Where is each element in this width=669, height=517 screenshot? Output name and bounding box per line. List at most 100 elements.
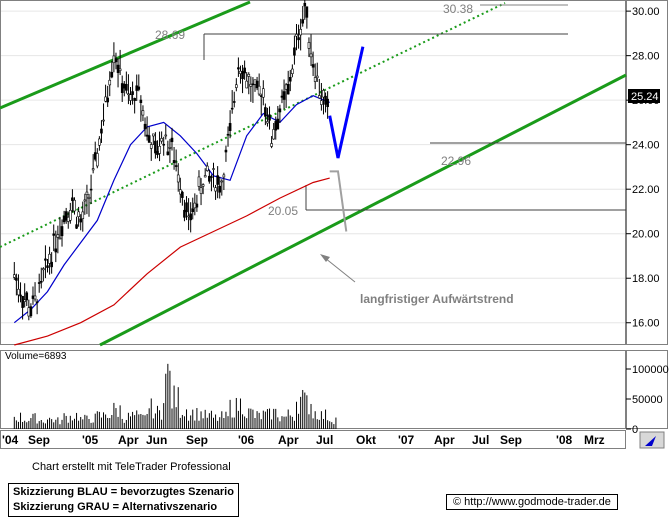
price-bar-body bbox=[85, 191, 89, 195]
price-bar-body bbox=[131, 91, 134, 95]
moving-average-2-line bbox=[14, 177, 330, 346]
date-tick-label: '06 bbox=[238, 433, 255, 447]
price-bar-body bbox=[27, 307, 31, 317]
price-tick-label: 28.00 bbox=[632, 51, 660, 63]
price-bar-body bbox=[174, 165, 178, 167]
price-bar-body bbox=[322, 90, 325, 98]
price-bar-body bbox=[297, 37, 300, 41]
price-bar-body bbox=[19, 294, 22, 297]
date-tick-label: '07 bbox=[398, 433, 415, 447]
price-bar-body bbox=[106, 97, 109, 103]
price-bar-body bbox=[66, 216, 70, 222]
volume-tick-label: 100000 bbox=[632, 364, 669, 376]
price-bar-body bbox=[266, 121, 269, 124]
price-bar-body bbox=[291, 68, 294, 74]
price-bar-body bbox=[212, 168, 215, 170]
price-bar-body bbox=[278, 108, 282, 112]
price-bar-body bbox=[112, 55, 116, 64]
trend-label: langfristiger Aufwärtstrend bbox=[360, 292, 514, 306]
price-bar-body bbox=[23, 299, 26, 302]
price-tick-label: 30.00 bbox=[632, 6, 660, 18]
date-tick-label: Okt bbox=[356, 433, 376, 447]
price-bar-body bbox=[309, 53, 313, 58]
price-bar-body bbox=[62, 215, 66, 223]
price-bar-body bbox=[39, 280, 43, 283]
price-bar-body bbox=[222, 174, 226, 178]
price-bar-body bbox=[232, 101, 236, 103]
price-bar-body bbox=[282, 91, 286, 100]
price-bar-body bbox=[58, 237, 62, 240]
price-bar-body bbox=[187, 215, 190, 218]
date-tick-label: Apr bbox=[118, 433, 139, 447]
price-tick-label: 22.00 bbox=[632, 184, 660, 196]
copyright-icon: © bbox=[453, 496, 462, 508]
price-bar-body bbox=[91, 168, 95, 171]
website-link[interactable]: © http://www.godmode-trader.de bbox=[446, 494, 618, 510]
price-bar-body bbox=[288, 77, 292, 82]
date-tick-label: Sep bbox=[186, 433, 208, 447]
price-bar-body bbox=[276, 118, 280, 130]
price-bar-body bbox=[272, 129, 275, 140]
price-bar-body bbox=[220, 180, 224, 183]
price-bar-body bbox=[320, 100, 323, 105]
price-bar-body bbox=[191, 208, 195, 212]
price-bar-body bbox=[274, 121, 278, 131]
price-bar-body bbox=[199, 187, 203, 194]
trend-lines bbox=[0, 0, 627, 347]
scenario-gray-line bbox=[329, 170, 348, 232]
price-bar-body bbox=[286, 84, 290, 95]
price-bar-body bbox=[241, 71, 244, 80]
website-url[interactable]: http://www.godmode-trader.de bbox=[464, 496, 611, 508]
price-tick-label: 20.00 bbox=[632, 229, 660, 241]
price-bar-body bbox=[56, 234, 60, 238]
date-tick-label: Sep bbox=[500, 433, 522, 447]
price-bar-body bbox=[127, 93, 130, 96]
date-tick-label: Mrz bbox=[584, 433, 605, 447]
price-bar-body bbox=[208, 175, 211, 182]
price-bar-body bbox=[133, 98, 136, 101]
price-bar-body bbox=[259, 95, 263, 97]
upper-trend-line bbox=[0, 0, 251, 110]
legend-gray: Skizzierung GRAU = Alternativszenario bbox=[13, 501, 218, 513]
price-bar-body bbox=[162, 143, 165, 146]
price-bar-body bbox=[33, 295, 37, 300]
price-bar-body bbox=[243, 67, 246, 74]
price-bar-body bbox=[125, 84, 128, 91]
price-bar-body bbox=[143, 123, 147, 130]
price-bar-body bbox=[214, 187, 217, 192]
trend-label-arrowhead bbox=[320, 254, 330, 262]
label-low-2006: 20.05 bbox=[268, 204, 298, 218]
price-bar-body bbox=[37, 282, 41, 284]
price-bar-body bbox=[110, 71, 114, 78]
price-bar-body bbox=[141, 110, 145, 116]
arrow-icon bbox=[645, 436, 656, 446]
scenario-legend: Skizzierung BLAU = bevorzugtes Szenario … bbox=[8, 483, 239, 517]
legend-blue: Skizzierung BLAU = bevorzugtes Szenario bbox=[13, 486, 234, 498]
price-bar-body bbox=[270, 143, 273, 147]
price-bar-body bbox=[137, 86, 141, 90]
price-bar-body bbox=[25, 292, 29, 301]
price-bar-body bbox=[264, 107, 267, 117]
date-axis-frame bbox=[0, 430, 626, 449]
price-bar-body bbox=[193, 202, 197, 209]
price-bar-body bbox=[170, 137, 174, 143]
price-bar-body bbox=[201, 184, 205, 187]
volume-axis: 100000 50000 0 bbox=[626, 364, 669, 436]
price-bar-body bbox=[245, 80, 248, 89]
price-bar-body bbox=[69, 209, 72, 221]
chart-credit: Chart erstellt mit TeleTrader Profession… bbox=[32, 461, 231, 473]
price-bar-body bbox=[189, 213, 192, 221]
price-bar-body bbox=[17, 288, 20, 296]
price-bar-body bbox=[79, 218, 82, 223]
price-tick-label: 16.00 bbox=[632, 318, 660, 330]
volume-axis-frame bbox=[626, 350, 668, 429]
price-bar-body bbox=[164, 134, 168, 137]
price-bar-body bbox=[64, 211, 68, 221]
middle-trend-line-dotted bbox=[0, 2, 506, 248]
price-bar-body bbox=[46, 265, 49, 268]
price-bar-body bbox=[247, 73, 251, 77]
price-bar-body bbox=[261, 88, 265, 98]
price-bar-body bbox=[293, 47, 296, 56]
price-bar-body bbox=[135, 85, 139, 91]
